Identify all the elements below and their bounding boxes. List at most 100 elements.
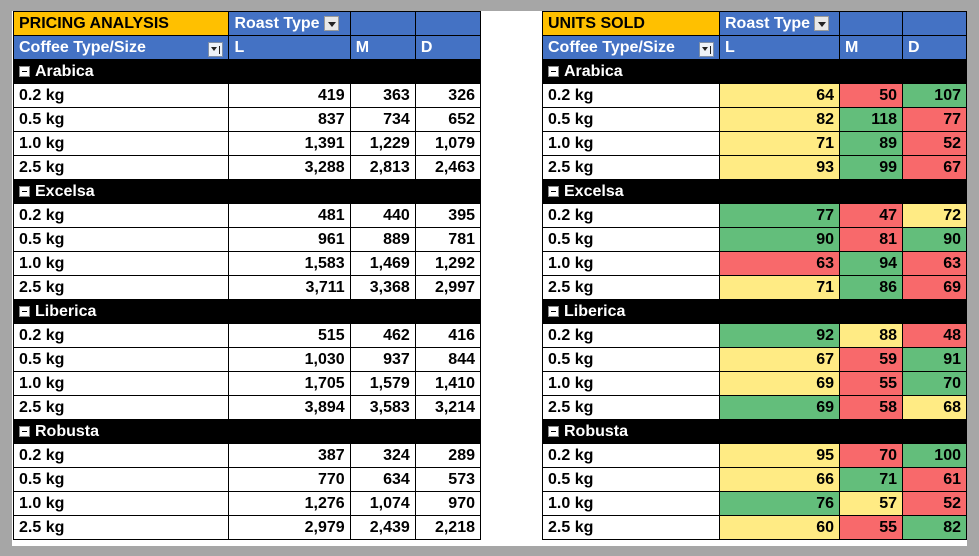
value-cell[interactable]: 118: [839, 107, 903, 132]
value-cell[interactable]: 93: [719, 155, 840, 180]
value-cell[interactable]: 1,079: [414, 131, 482, 156]
size-label[interactable]: 1.0 kg: [12, 251, 230, 276]
value-cell[interactable]: 3,288: [228, 155, 351, 180]
value-cell[interactable]: 1,705: [228, 371, 351, 396]
collapse-icon[interactable]: [548, 65, 559, 77]
value-cell[interactable]: 92: [719, 323, 840, 348]
value-cell[interactable]: 86: [839, 275, 903, 300]
value-cell[interactable]: 844: [414, 347, 482, 372]
collapse-icon[interactable]: [548, 185, 559, 197]
size-label[interactable]: 2.5 kg: [12, 395, 230, 420]
value-cell[interactable]: 99: [839, 155, 903, 180]
size-label[interactable]: 2.5 kg: [12, 155, 230, 180]
size-label[interactable]: 0.2 kg: [542, 83, 720, 108]
column-header-m[interactable]: M: [839, 35, 903, 60]
size-label[interactable]: 0.5 kg: [542, 347, 720, 372]
value-cell[interactable]: 52: [902, 131, 967, 156]
filter-sort-icon[interactable]: [208, 41, 224, 57]
value-cell[interactable]: 2,439: [349, 515, 416, 540]
value-cell[interactable]: 64: [719, 83, 840, 108]
value-cell[interactable]: 326: [414, 83, 482, 108]
value-cell[interactable]: 515: [228, 323, 351, 348]
collapse-icon[interactable]: [19, 425, 30, 437]
group-header[interactable]: Arabica: [542, 59, 967, 84]
roast-type-filter[interactable]: Roast Type: [228, 11, 351, 36]
coffee-type-size-filter[interactable]: Coffee Type/Size: [542, 35, 720, 60]
value-cell[interactable]: 2,997: [414, 275, 482, 300]
value-cell[interactable]: 395: [414, 203, 482, 228]
value-cell[interactable]: 58: [839, 395, 903, 420]
value-cell[interactable]: 69: [719, 395, 840, 420]
value-cell[interactable]: 70: [902, 371, 967, 396]
size-label[interactable]: 0.5 kg: [542, 107, 720, 132]
value-cell[interactable]: 70: [839, 443, 903, 468]
value-cell[interactable]: 363: [349, 83, 416, 108]
value-cell[interactable]: 67: [902, 155, 967, 180]
size-label[interactable]: 0.2 kg: [542, 203, 720, 228]
size-label[interactable]: 2.5 kg: [542, 515, 720, 540]
value-cell[interactable]: 2,463: [414, 155, 482, 180]
collapse-icon[interactable]: [19, 305, 30, 317]
value-cell[interactable]: 72: [902, 203, 967, 228]
value-cell[interactable]: 81: [839, 227, 903, 252]
size-label[interactable]: 1.0 kg: [12, 131, 230, 156]
value-cell[interactable]: 462: [349, 323, 416, 348]
value-cell[interactable]: 481: [228, 203, 351, 228]
group-header[interactable]: Robusta: [542, 419, 967, 444]
value-cell[interactable]: 1,229: [349, 131, 416, 156]
value-cell[interactable]: 837: [228, 107, 351, 132]
size-label[interactable]: 1.0 kg: [542, 251, 720, 276]
size-label[interactable]: 0.2 kg: [12, 83, 230, 108]
value-cell[interactable]: 63: [902, 251, 967, 276]
value-cell[interactable]: 68: [902, 395, 967, 420]
size-label[interactable]: 1.0 kg: [542, 131, 720, 156]
value-cell[interactable]: 57: [839, 491, 903, 516]
value-cell[interactable]: 1,030: [228, 347, 351, 372]
value-cell[interactable]: 961: [228, 227, 351, 252]
value-cell[interactable]: 419: [228, 83, 351, 108]
value-cell[interactable]: 1,276: [228, 491, 351, 516]
group-header[interactable]: Excelsa: [542, 179, 967, 204]
size-label[interactable]: 0.5 kg: [542, 227, 720, 252]
value-cell[interactable]: 91: [902, 347, 967, 372]
roast-type-filter[interactable]: Roast Type: [719, 11, 840, 36]
value-cell[interactable]: 90: [719, 227, 840, 252]
filter-sort-icon[interactable]: [699, 41, 714, 57]
size-label[interactable]: 2.5 kg: [12, 515, 230, 540]
value-cell[interactable]: 2,979: [228, 515, 351, 540]
size-label[interactable]: 0.5 kg: [12, 347, 230, 372]
value-cell[interactable]: 3,368: [349, 275, 416, 300]
value-cell[interactable]: 90: [902, 227, 967, 252]
group-header[interactable]: Arabica: [13, 59, 481, 84]
value-cell[interactable]: 1,074: [349, 491, 416, 516]
value-cell[interactable]: 387: [228, 443, 351, 468]
column-header-m[interactable]: M: [349, 35, 416, 60]
value-cell[interactable]: 440: [349, 203, 416, 228]
value-cell[interactable]: 82: [902, 515, 967, 540]
value-cell[interactable]: 770: [228, 467, 351, 492]
value-cell[interactable]: 52: [902, 491, 967, 516]
coffee-type-size-filter[interactable]: Coffee Type/Size: [12, 35, 230, 60]
value-cell[interactable]: 634: [349, 467, 416, 492]
value-cell[interactable]: 50: [839, 83, 903, 108]
size-label[interactable]: 0.2 kg: [542, 443, 720, 468]
value-cell[interactable]: 71: [839, 467, 903, 492]
group-header[interactable]: Liberica: [13, 299, 481, 324]
value-cell[interactable]: 1,469: [349, 251, 416, 276]
value-cell[interactable]: 66: [719, 467, 840, 492]
collapse-icon[interactable]: [19, 185, 30, 197]
value-cell[interactable]: 69: [902, 275, 967, 300]
value-cell[interactable]: 76: [719, 491, 840, 516]
size-label[interactable]: 2.5 kg: [542, 275, 720, 300]
value-cell[interactable]: 781: [414, 227, 482, 252]
value-cell[interactable]: 88: [839, 323, 903, 348]
collapse-icon[interactable]: [548, 305, 559, 317]
value-cell[interactable]: 82: [719, 107, 840, 132]
size-label[interactable]: 1.0 kg: [542, 491, 720, 516]
value-cell[interactable]: 1,579: [349, 371, 416, 396]
dropdown-arrow-icon[interactable]: [814, 15, 830, 31]
size-label[interactable]: 0.5 kg: [12, 467, 230, 492]
value-cell[interactable]: 1,583: [228, 251, 351, 276]
size-label[interactable]: 1.0 kg: [542, 371, 720, 396]
value-cell[interactable]: 77: [902, 107, 967, 132]
